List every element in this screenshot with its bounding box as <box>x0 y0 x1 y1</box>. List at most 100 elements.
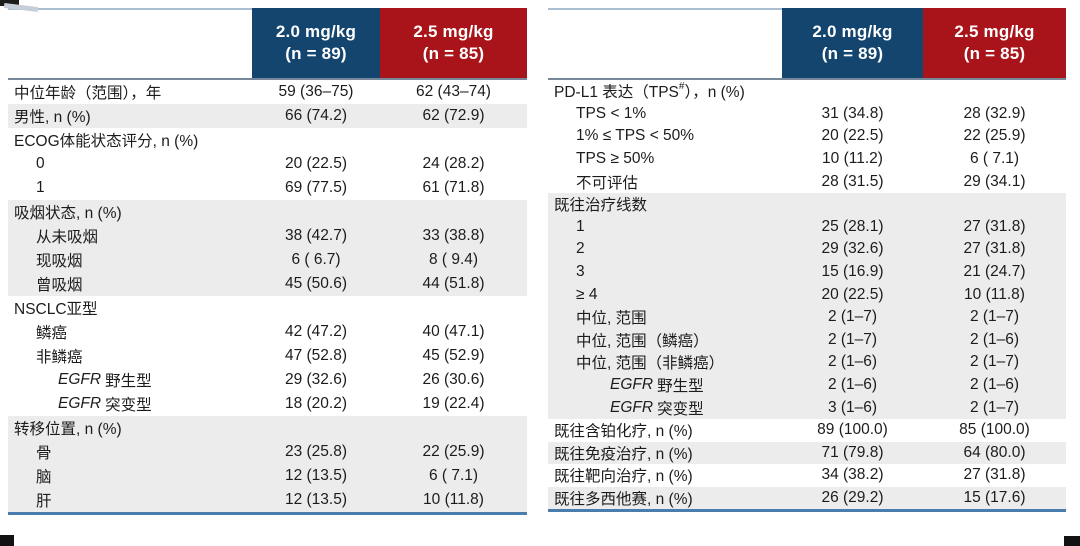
header-label-spacer <box>8 8 252 78</box>
header-divider <box>548 78 1066 80</box>
table-row: TPS ≥ 50% 10 (11.2) 6 ( 7.1) <box>548 148 1066 171</box>
baseline-characteristics-table-left: 2.0 mg/kg (n = 89) 2.5 mg/kg (n = 85) 中位… <box>8 8 527 515</box>
row-label: 中位, 范围（鳞癌） <box>576 332 709 350</box>
row-label: PD-L1 表达（TPS # ），n (%) <box>554 81 745 102</box>
row-value: 45 (52.9) <box>422 347 485 364</box>
header-divider <box>8 78 527 80</box>
table-row: 非鳞癌 47 (52.8) 45 (52.9) <box>8 344 527 368</box>
n-label: (n = 89) <box>821 44 884 63</box>
row-value: 62 (72.9) <box>422 107 485 124</box>
table-row: EGFR 野生型 2 (1–6) 2 (1–6) <box>548 373 1066 397</box>
row-value: 2 (1–7) <box>827 330 878 348</box>
row-value: 24 (28.2) <box>422 155 485 172</box>
row-label: 从未吸烟 <box>36 229 99 246</box>
row-value <box>380 200 527 224</box>
row-label: 0 <box>36 155 45 172</box>
row-value: 20 (22.5) <box>284 155 348 172</box>
row-value <box>380 128 527 152</box>
row-label: TPS < 1% <box>576 104 647 122</box>
table-row: 3 15 (16.9) 21 (24.7) <box>548 260 1066 284</box>
row-label: 转移位置, n (%) <box>14 421 122 438</box>
table-row: 2 29 (32.6) 27 (31.8) <box>548 238 1066 261</box>
row-label: 1 <box>36 179 45 196</box>
row-label: 既往多西他赛, n (%) <box>554 490 693 508</box>
row-label: ECOG体能状态评分, n (%) <box>14 133 199 150</box>
row-value: 10 (11.8) <box>423 491 484 508</box>
row-label: NSCLC亚型 <box>14 301 98 318</box>
table-row: 既往多西他赛, n (%) 26 (29.2) 15 (17.6) <box>548 486 1066 510</box>
row-value: 66 (74.2) <box>284 107 348 124</box>
row-value: 23 (25.8) <box>284 443 348 460</box>
row-label: 1% ≤ TPS < 50% <box>576 127 695 145</box>
row-label: 不可评估 <box>576 174 639 192</box>
table-row: 现吸烟 6 ( 6.7) 8 ( 9.4) <box>8 248 527 272</box>
row-value: 47 (52.8) <box>284 347 348 364</box>
row-value: 6 ( 7.1) <box>969 150 1020 168</box>
row-value: 6 ( 6.7) <box>291 251 341 268</box>
row-value: 15 (17.6) <box>963 488 1026 506</box>
header-col-2_0-mgkg: 2.0 mg/kg (n = 89) <box>252 8 380 78</box>
row-value <box>923 193 1066 216</box>
row-value: 22 (25.9) <box>963 127 1026 145</box>
table-bottom-rule <box>8 512 527 515</box>
row-label: 既往靶向治疗, n (%) <box>554 468 693 486</box>
table-body: 中位年龄（范围），年 59 (36–75) 62 (43–74) 男性, n (%) 6… <box>8 80 527 512</box>
row-value: 71 (79.8) <box>821 443 884 461</box>
row-value: 10 (11.2) <box>822 150 883 168</box>
table-row: ≥ 4 20 (22.5) 10 (11.8) <box>548 283 1066 306</box>
row-value <box>923 80 1066 103</box>
table-row: 既往免疫治疗, n (%) 71 (79.8) 64 (80.0) <box>548 441 1066 465</box>
row-value: 38 (42.7) <box>284 227 348 244</box>
row-value: 19 (22.4) <box>422 395 485 412</box>
dose-label: 2.5 mg/kg <box>413 21 494 41</box>
row-label: EGFR 突变型 <box>58 395 152 414</box>
row-label: 男性, n (%) <box>14 109 91 126</box>
row-value: 27 (31.8) <box>963 217 1026 235</box>
row-value: 33 (38.8) <box>422 227 485 244</box>
row-label: 非鳞癌 <box>36 349 83 366</box>
n-label: (n = 85) <box>963 44 1026 63</box>
row-label: 曾吸烟 <box>36 277 83 294</box>
row-label: 既往免疫治疗, n (%) <box>554 445 693 463</box>
header-label-spacer <box>548 8 782 78</box>
table-row: 1 25 (28.1) 27 (31.8) <box>548 215 1066 239</box>
row-value: 64 (80.0) <box>963 443 1026 461</box>
table-row: 曾吸烟 45 (50.6) 44 (51.8) <box>8 272 527 296</box>
row-label: EGFR 突变型 <box>610 398 704 418</box>
row-value: 6 ( 7.1) <box>428 467 479 484</box>
row-value: 27 (31.8) <box>963 240 1026 258</box>
row-value: 15 (16.9) <box>821 263 884 281</box>
row-label: 中位, 范围 <box>576 310 647 328</box>
row-value: 2 (1–6) <box>969 376 1020 394</box>
row-value <box>782 193 923 216</box>
row-value <box>252 128 380 152</box>
row-value: 12 (13.5) <box>284 467 348 484</box>
row-value: 2 (1–6) <box>827 353 878 371</box>
n-label: (n = 85) <box>422 44 485 63</box>
table-row: PD-L1 表达（TPS # ），n (%) <box>548 80 1066 103</box>
row-value: 69 (77.5) <box>284 179 348 196</box>
header-col-2_5-mgkg: 2.5 mg/kg (n = 85) <box>380 8 527 78</box>
row-value: 20 (22.5) <box>821 285 884 303</box>
row-value: 42 (47.2) <box>284 323 348 340</box>
table-row: 不可评估 28 (31.5) 29 (34.1) <box>548 170 1066 193</box>
row-value: 26 (29.2) <box>821 488 884 506</box>
table-row: 中位, 范围（非鳞癌） 2 (1–6) 2 (1–7) <box>548 351 1066 374</box>
row-value: 22 (25.9) <box>422 443 485 460</box>
row-label: 现吸烟 <box>36 253 83 270</box>
row-value: 20 (22.5) <box>821 127 884 145</box>
row-value: 2 (1–7) <box>969 398 1020 416</box>
row-value <box>782 80 923 103</box>
table-row: EGFR 突变型 18 (20.2) 19 (22.4) <box>8 392 527 416</box>
row-value: 44 (51.8) <box>422 275 485 292</box>
table-row: 中位, 范围 2 (1–7) 2 (1–7) <box>548 305 1066 329</box>
table-row: EGFR 突变型 3 (1–6) 2 (1–7) <box>548 396 1066 419</box>
table-row: 0 20 (22.5) 24 (28.2) <box>8 152 527 176</box>
table-header: 2.0 mg/kg (n = 89) 2.5 mg/kg (n = 85) <box>548 8 1066 78</box>
row-value: 45 (50.6) <box>284 275 348 292</box>
row-value: 89 (100.0) <box>817 421 888 439</box>
header-col-2_5-mgkg: 2.5 mg/kg (n = 85) <box>923 8 1066 78</box>
dose-label: 2.0 mg/kg <box>275 21 357 41</box>
table-row: NSCLC亚型 <box>8 296 527 320</box>
table-row: 既往治疗线数 <box>548 192 1066 216</box>
